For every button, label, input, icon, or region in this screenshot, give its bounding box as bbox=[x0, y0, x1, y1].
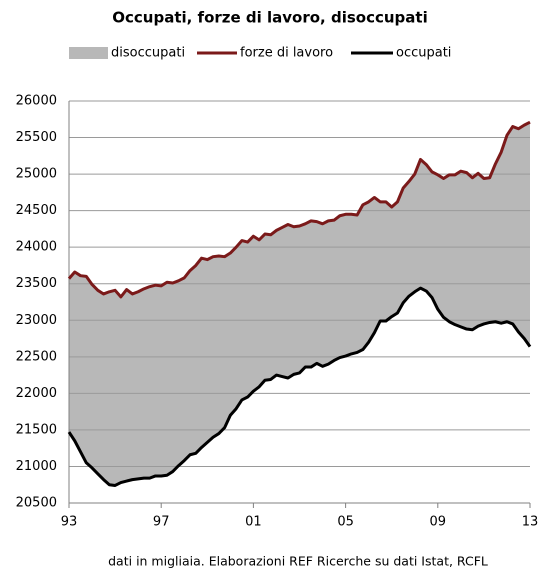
x-tick-label: 97 bbox=[153, 515, 170, 530]
legend-label: occupati bbox=[396, 46, 451, 61]
chart-title: Occupati, forze di lavoro, disoccupati bbox=[112, 9, 427, 27]
disoccupati-area bbox=[69, 122, 530, 486]
x-tick-label: 09 bbox=[430, 515, 447, 530]
legend-label: forze di lavoro bbox=[240, 46, 333, 61]
y-tick-label: 22000 bbox=[16, 386, 57, 401]
y-tick-label: 23000 bbox=[16, 313, 57, 328]
legend-label: disoccupati bbox=[111, 46, 185, 61]
series-line bbox=[67, 120, 531, 299]
y-tick-label: 22500 bbox=[16, 349, 57, 364]
series-line bbox=[67, 286, 532, 487]
x-tick-label: 05 bbox=[337, 515, 354, 530]
footnote: dati in migliaia. Elaborazioni REF Ricer… bbox=[108, 554, 488, 569]
y-tick-label: 23500 bbox=[16, 276, 57, 291]
y-tick-label: 21000 bbox=[16, 459, 57, 474]
y-tick-label: 26000 bbox=[16, 94, 57, 109]
y-tick-label: 24000 bbox=[16, 240, 57, 255]
x-tick-label: 93 bbox=[61, 515, 78, 530]
y-tick-label: 21500 bbox=[16, 422, 57, 437]
y-tick-label: 25500 bbox=[16, 130, 57, 145]
legend-swatch bbox=[69, 47, 108, 59]
y-tick-label: 24500 bbox=[16, 203, 57, 218]
x-tick-label: 13 bbox=[522, 515, 539, 530]
x-tick-label: 01 bbox=[245, 515, 262, 530]
y-tick-label: 20500 bbox=[16, 496, 57, 511]
y-tick-label: 25000 bbox=[16, 167, 57, 182]
